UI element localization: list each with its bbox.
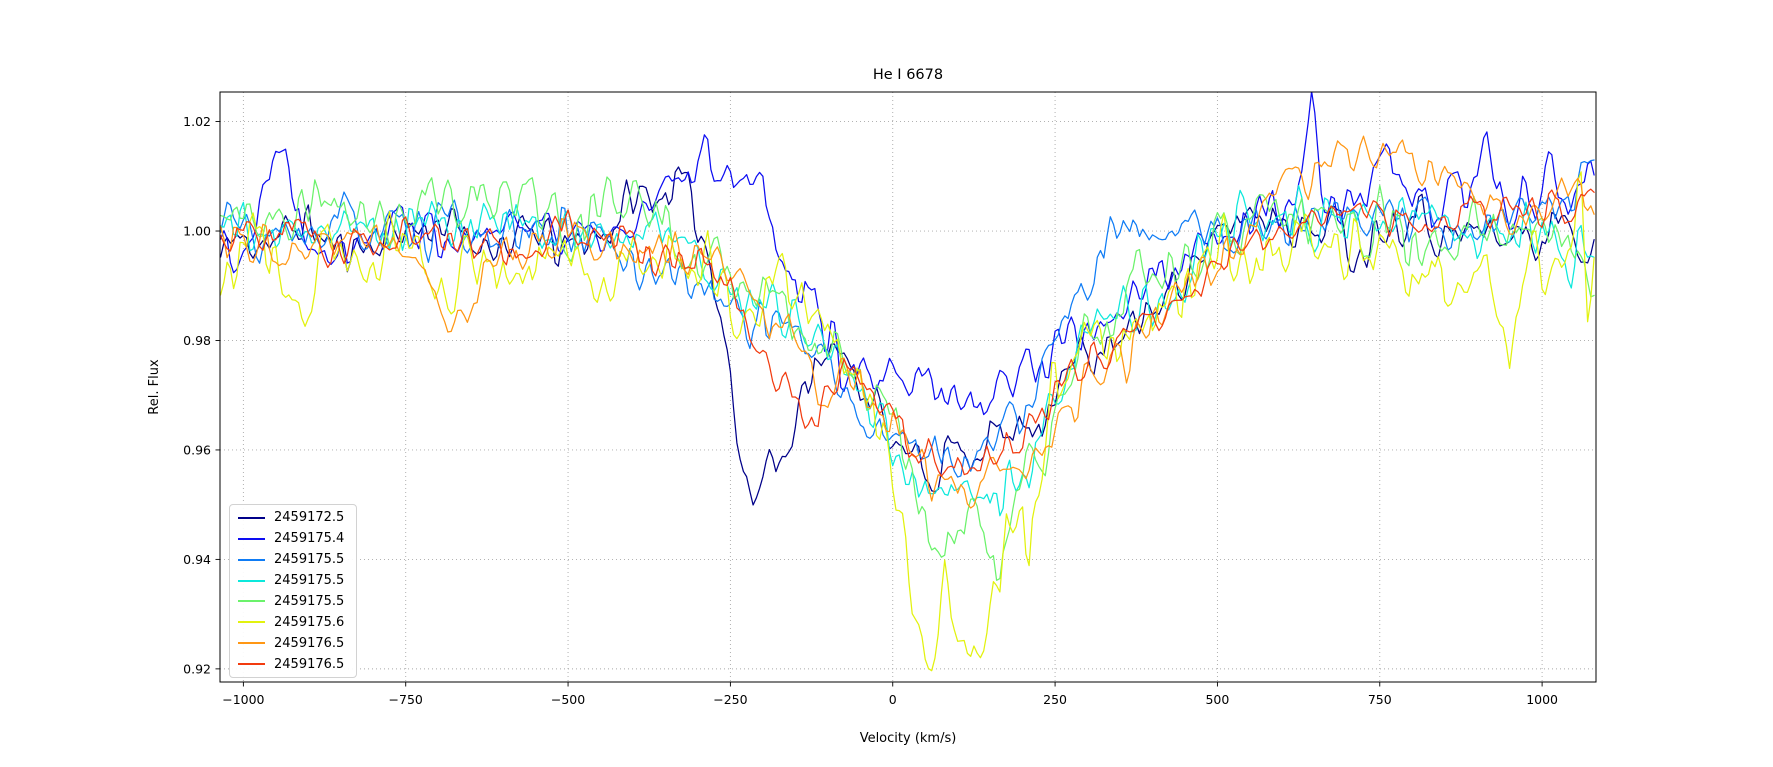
legend-entry-5: 2459175.6 [230,612,356,632]
x-tick-label: 250 [1043,692,1067,707]
legend-line-swatch [238,537,265,540]
legend-entry-6: 2459176.5 [230,633,356,653]
x-axis-label: Velocity (km/s) [860,731,957,746]
x-tick-label: 0 [889,692,897,707]
series-line [220,159,1595,478]
y-tick-label: 0.96 [183,442,211,457]
y-tick-label: 0.94 [183,552,211,567]
legend-entry-2: 2459175.5 [230,550,356,570]
series-line [220,92,1595,416]
legend-label: 2459175.5 [274,593,345,609]
axis-ticks [215,121,1543,687]
x-tick-label: 750 [1368,692,1392,707]
y-tick-label: 0.92 [183,661,211,676]
legend-entry-3: 2459175.5 [230,571,356,591]
legend-line-swatch [238,558,265,561]
x-tick-label: 1000 [1526,692,1558,707]
axis-tick-labels: −1000 −750 −500 −250 0 250 500 750 1000 0.92 0.94 0… [183,114,1558,707]
legend-line-swatch [238,600,265,603]
x-tick-label: −750 [389,692,423,707]
legend-line-swatch [238,516,265,519]
legend-label: 2459176.5 [274,635,345,651]
legend-entry-0: 2459172.5 [230,508,356,528]
series-line [220,166,1595,506]
series-line [220,171,1595,672]
legend-entry-1: 2459175.4 [230,529,356,549]
legend-entry-7: 2459176.5 [230,654,356,674]
legend-label: 2459172.5 [274,510,345,526]
series-line [220,188,1595,477]
x-tick-label: −1000 [222,692,264,707]
legend: 2459172.5 2459175.4 2459175.5 2459175.5 2459… [229,504,357,678]
legend-label: 2459175.4 [274,531,345,547]
legend-label: 2459176.5 [274,656,345,672]
legend-label: 2459175.5 [274,552,345,568]
legend-line-swatch [238,663,265,665]
series-line [220,135,1595,509]
y-tick-label: 0.98 [183,333,211,348]
legend-line-swatch [238,642,265,645]
legend-line-swatch [238,621,265,624]
legend-label: 2459175.5 [274,573,345,588]
legend-entry-4: 2459175.5 [230,591,356,611]
legend-label: 2459175.6 [274,614,345,630]
series-line [220,184,1595,517]
y-tick-label: 1.00 [183,224,211,239]
y-tick-label: 1.02 [183,114,211,129]
x-tick-label: −250 [713,692,747,707]
y-axis-label: Rel. Flux [147,359,162,415]
gridlines [220,92,1596,682]
series-line [220,176,1595,581]
x-tick-label: 500 [1205,692,1229,707]
data-series [220,92,1595,672]
axes-frame [219,91,1597,683]
chart-title: He I 6678 [873,67,943,83]
legend-line-swatch [238,579,265,582]
x-tick-label: −500 [551,692,585,707]
